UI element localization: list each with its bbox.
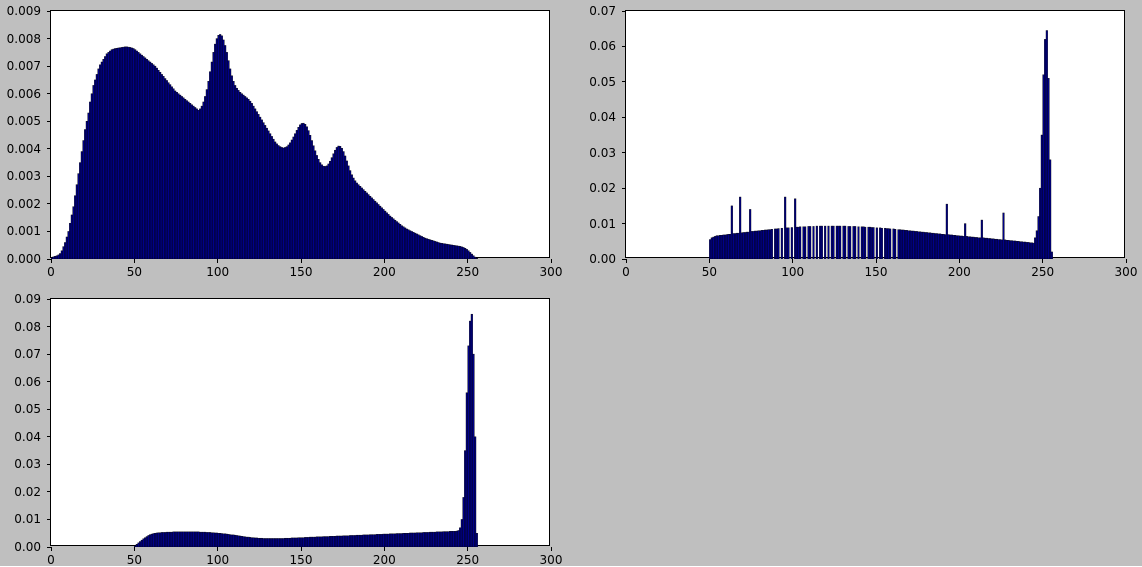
bottom-left-histogram-xtick: 200 [373,553,396,567]
top-left-histogram-ytick: 0.000 [7,252,41,266]
top-left-histogram-ytick: 0.008 [7,32,41,46]
top-right-histogram-ytick: 0.03 [589,146,616,160]
top-left-histogram-ytick: 0.002 [7,197,41,211]
bottom-left-histogram-ytick: 0.05 [14,402,41,416]
top-right-histogram-ytick: 0.01 [589,217,616,231]
top-right-histogram: 0501001502002503000.000.010.020.030.040.… [625,10,1125,258]
bottom-left-histogram-xtick: 100 [206,553,229,567]
bottom-left-histogram: 0501001502002503000.000.010.020.030.040.… [50,298,550,546]
top-right-histogram-xtick: 300 [1115,265,1138,279]
top-left-histogram-bars [51,11,551,259]
bottom-left-histogram-xtick: 150 [290,553,313,567]
bottom-left-histogram-ytick: 0.01 [14,512,41,526]
top-left-histogram-xtick: 50 [127,265,142,279]
top-left-histogram-xtick: 300 [540,265,563,279]
top-right-histogram-xtick: 150 [865,265,888,279]
top-left-histogram-ytick: 0.001 [7,224,41,238]
bottom-left-histogram-bars [51,299,551,547]
top-right-histogram-xtick: 200 [948,265,971,279]
top-right-histogram-ytick: 0.04 [589,110,616,124]
bottom-left-histogram-ytick: 0.07 [14,347,41,361]
bottom-left-histogram-ytick: 0.09 [14,292,41,306]
top-right-histogram-ytick: 0.07 [589,4,616,18]
top-right-histogram-xtick: 0 [622,265,630,279]
bottom-left-histogram-xtick: 250 [456,553,479,567]
top-left-histogram-xtick: 100 [206,265,229,279]
top-left-histogram-ytick: 0.003 [7,169,41,183]
top-right-histogram-xtick: 100 [781,265,804,279]
top-left-histogram-xtick: 0 [47,265,55,279]
top-right-histogram-xtick: 250 [1031,265,1054,279]
bottom-left-histogram-ytick: 0.08 [14,320,41,334]
top-left-histogram-ytick: 0.006 [7,87,41,101]
bottom-left-histogram-ytick: 0.02 [14,485,41,499]
bottom-left-histogram-ytick: 0.04 [14,430,41,444]
bottom-left-histogram-xtick: 50 [127,553,142,567]
top-right-histogram-ytick: 0.02 [589,181,616,195]
top-left-histogram-ytick: 0.004 [7,142,41,156]
bottom-left-histogram-ytick: 0.00 [14,540,41,554]
top-left-histogram: 0501001502002503000.0000.0010.0020.0030.… [50,10,550,258]
top-left-histogram-xtick: 150 [290,265,313,279]
top-right-histogram-ytick: 0.00 [589,252,616,266]
bottom-left-histogram-ytick: 0.03 [14,457,41,471]
top-right-histogram-xtick: 50 [702,265,717,279]
top-left-histogram-xtick: 250 [456,265,479,279]
top-right-histogram-ytick: 0.05 [589,75,616,89]
top-right-histogram-bars [626,11,1126,259]
bottom-left-histogram-xtick: 0 [47,553,55,567]
bottom-left-histogram-ytick: 0.06 [14,375,41,389]
top-left-histogram-ytick: 0.007 [7,59,41,73]
top-right-histogram-ytick: 0.06 [589,39,616,53]
top-left-histogram-ytick: 0.009 [7,4,41,18]
figure-canvas: 0501001502002503000.0000.0010.0020.0030.… [0,0,1142,566]
top-left-histogram-xtick: 200 [373,265,396,279]
bottom-left-histogram-xtick: 300 [540,553,563,567]
top-left-histogram-ytick: 0.005 [7,114,41,128]
